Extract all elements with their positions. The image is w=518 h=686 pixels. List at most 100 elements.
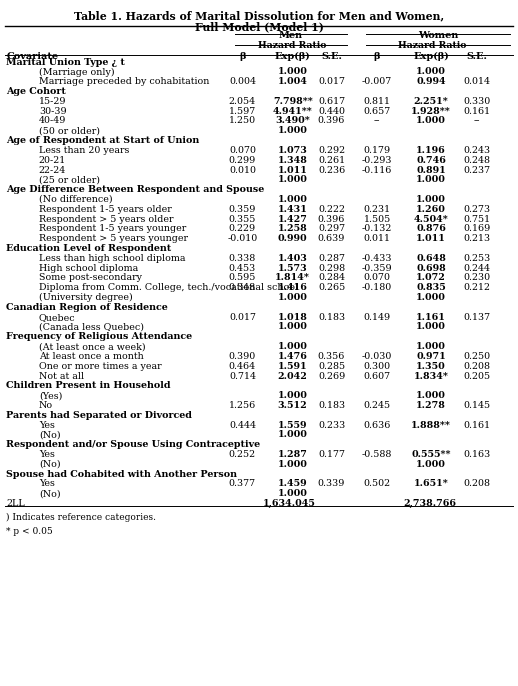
Text: 4.941**: 4.941**	[273, 106, 312, 116]
Text: 0.004: 0.004	[229, 78, 256, 86]
Text: 0.237: 0.237	[463, 165, 490, 174]
Text: (No): (No)	[39, 460, 61, 469]
Text: 0.161: 0.161	[463, 421, 490, 429]
Text: 0.149: 0.149	[364, 313, 391, 322]
Text: 0.137: 0.137	[463, 313, 490, 322]
Text: One or more times a year: One or more times a year	[39, 362, 162, 370]
Text: 1.000: 1.000	[416, 67, 446, 76]
Text: 0.348: 0.348	[229, 283, 256, 292]
Text: 0.169: 0.169	[463, 224, 490, 233]
Text: 1.011: 1.011	[278, 165, 308, 174]
Text: 1.573: 1.573	[278, 263, 308, 272]
Text: 0.244: 0.244	[463, 263, 490, 272]
Text: Yes: Yes	[39, 450, 55, 459]
Text: 0.285: 0.285	[318, 362, 345, 370]
Text: 0.390: 0.390	[229, 352, 256, 361]
Text: 0.183: 0.183	[318, 313, 345, 322]
Text: -0.030: -0.030	[362, 352, 392, 361]
Text: 0.243: 0.243	[463, 146, 490, 155]
Text: 0.453: 0.453	[229, 263, 256, 272]
Text: 1.258: 1.258	[278, 224, 308, 233]
Text: 0.636: 0.636	[364, 421, 391, 429]
Text: 1.000: 1.000	[416, 117, 446, 126]
Text: 0.714: 0.714	[229, 372, 256, 381]
Text: Marital Union Type ¿ t: Marital Union Type ¿ t	[6, 58, 125, 67]
Text: 0.161: 0.161	[463, 106, 490, 116]
Text: No: No	[39, 401, 53, 410]
Text: 0.330: 0.330	[463, 97, 490, 106]
Text: 0.205: 0.205	[463, 372, 490, 381]
Text: Respondent > 5 years older: Respondent > 5 years older	[39, 215, 174, 224]
Text: --: --	[374, 117, 380, 126]
Text: 0.245: 0.245	[364, 401, 391, 410]
Text: 1.287: 1.287	[278, 450, 308, 459]
Text: 0.811: 0.811	[364, 97, 391, 106]
Text: 0.253: 0.253	[463, 254, 490, 263]
Text: 0.377: 0.377	[229, 480, 256, 488]
Text: 1.000: 1.000	[416, 176, 446, 185]
Text: 0.444: 0.444	[229, 421, 256, 429]
Text: 1.559: 1.559	[278, 421, 307, 429]
Text: Yes: Yes	[39, 480, 55, 488]
Text: 1.505: 1.505	[364, 215, 391, 224]
Text: β: β	[374, 52, 380, 61]
Text: 0.222: 0.222	[318, 204, 345, 214]
Text: Not at all: Not at all	[39, 372, 84, 381]
Text: 0.145: 0.145	[463, 401, 490, 410]
Text: 1.000: 1.000	[278, 391, 308, 400]
Text: 1.072: 1.072	[416, 274, 446, 283]
Text: (At least once a week): (At least once a week)	[39, 342, 146, 351]
Text: 1.278: 1.278	[416, 401, 446, 410]
Text: 1.416: 1.416	[278, 283, 308, 292]
Text: -0.007: -0.007	[362, 78, 392, 86]
Text: 3.490*: 3.490*	[275, 117, 310, 126]
Text: Parents had Separated or Divorced: Parents had Separated or Divorced	[6, 411, 192, 420]
Text: (25 or older): (25 or older)	[39, 176, 100, 185]
Text: 1.000: 1.000	[278, 126, 308, 135]
Text: 1.597: 1.597	[229, 106, 256, 116]
Text: 0.213: 0.213	[463, 234, 490, 244]
Text: -0.359: -0.359	[362, 263, 393, 272]
Text: 0.252: 0.252	[229, 450, 256, 459]
Text: 20-21: 20-21	[39, 156, 66, 165]
Text: 1.814*: 1.814*	[275, 274, 310, 283]
Text: Men: Men	[279, 31, 303, 40]
Text: 1.000: 1.000	[278, 430, 308, 440]
Text: 0.990: 0.990	[278, 234, 308, 244]
Text: 1.651*: 1.651*	[413, 480, 449, 488]
Text: 0.300: 0.300	[364, 362, 391, 370]
Text: -0.132: -0.132	[362, 224, 392, 233]
Text: 1.000: 1.000	[416, 322, 446, 331]
Text: Education Level of Respondent: Education Level of Respondent	[6, 244, 171, 253]
Text: Children Present in Household: Children Present in Household	[6, 381, 171, 390]
Text: (No): (No)	[39, 430, 61, 440]
Text: 30-39: 30-39	[39, 106, 66, 116]
Text: --: --	[473, 117, 480, 126]
Text: -0.010: -0.010	[227, 234, 257, 244]
Text: 0.236: 0.236	[318, 165, 345, 174]
Text: 0.284: 0.284	[318, 274, 345, 283]
Text: 0.250: 0.250	[463, 352, 490, 361]
Text: 0.179: 0.179	[364, 146, 391, 155]
Text: Age of Respondent at Start of Union: Age of Respondent at Start of Union	[6, 136, 199, 145]
Text: 1.196: 1.196	[416, 146, 446, 155]
Text: -0.588: -0.588	[362, 450, 392, 459]
Text: 1.000: 1.000	[278, 195, 308, 204]
Text: 1.427: 1.427	[278, 215, 308, 224]
Text: 0.287: 0.287	[318, 254, 345, 263]
Text: 2.251*: 2.251*	[413, 97, 449, 106]
Text: At least once a month: At least once a month	[39, 352, 143, 361]
Text: 0.746: 0.746	[416, 156, 446, 165]
Text: 2LL: 2LL	[6, 499, 25, 508]
Text: 0.070: 0.070	[364, 274, 391, 283]
Text: (Marriage only): (Marriage only)	[39, 67, 114, 77]
Text: 1.161: 1.161	[416, 313, 446, 322]
Text: 0.595: 0.595	[229, 274, 256, 283]
Text: 0.183: 0.183	[318, 401, 345, 410]
Text: (Yes): (Yes)	[39, 391, 62, 400]
Text: 1.004: 1.004	[278, 78, 308, 86]
Text: 0.502: 0.502	[364, 480, 391, 488]
Text: 1.000: 1.000	[278, 67, 308, 76]
Text: 1.928**: 1.928**	[411, 106, 451, 116]
Text: S.E.: S.E.	[321, 52, 342, 61]
